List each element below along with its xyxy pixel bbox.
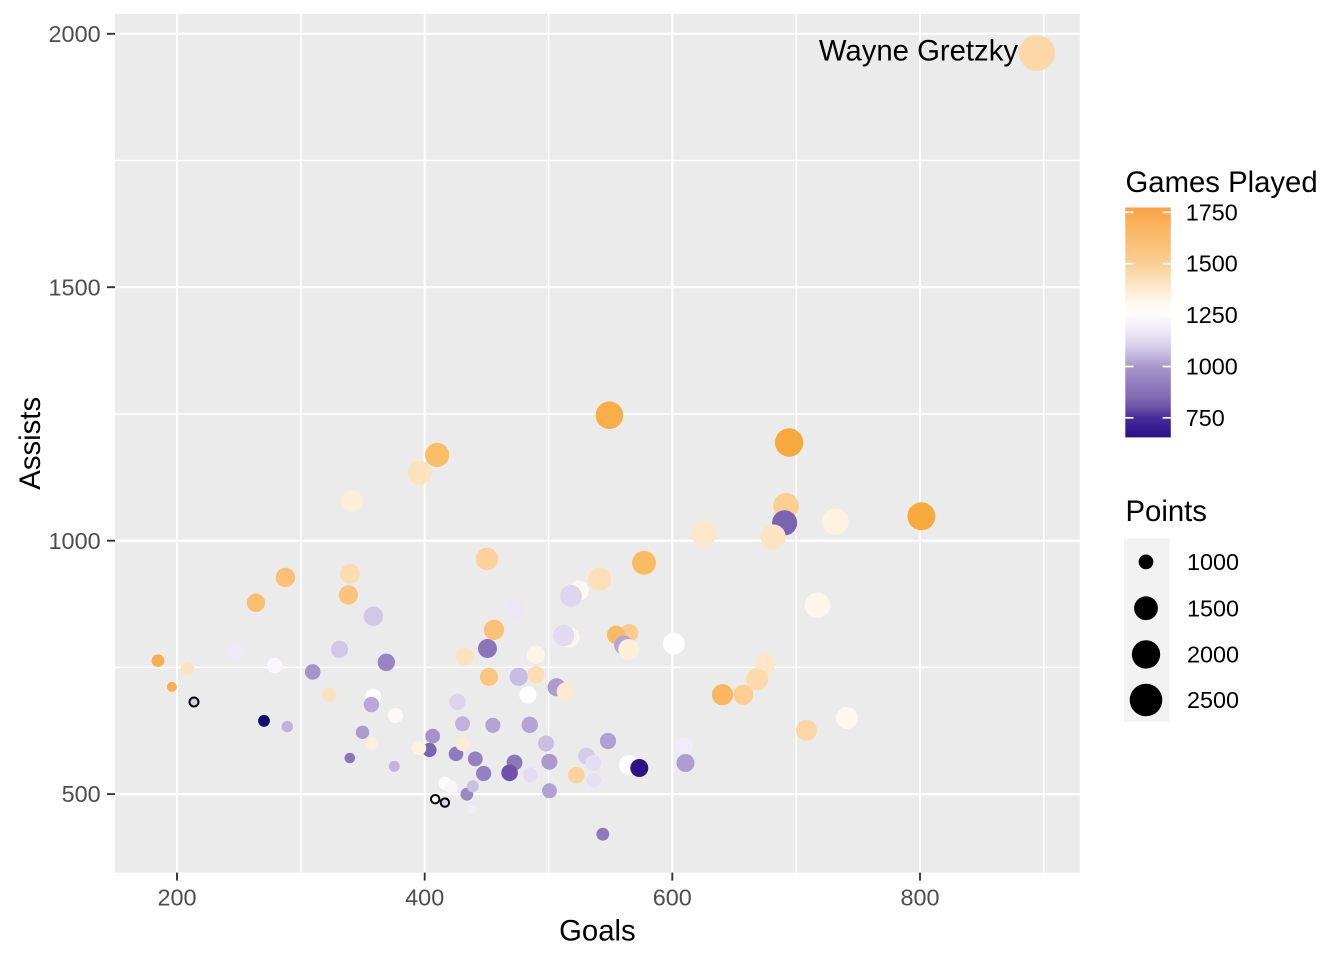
- svg-text:400: 400: [405, 885, 444, 911]
- svg-text:1750: 1750: [1186, 199, 1238, 225]
- svg-text:1500: 1500: [1187, 595, 1239, 621]
- svg-text:2000: 2000: [49, 21, 101, 47]
- svg-text:1250: 1250: [1186, 302, 1238, 328]
- svg-text:600: 600: [653, 885, 692, 911]
- svg-text:750: 750: [1186, 405, 1225, 431]
- svg-text:800: 800: [900, 885, 939, 911]
- svg-text:Games Played: Games Played: [1126, 166, 1318, 199]
- svg-text:2500: 2500: [1187, 687, 1239, 713]
- svg-text:1000: 1000: [1186, 354, 1238, 380]
- svg-text:Points: Points: [1126, 495, 1207, 528]
- svg-text:Assists: Assists: [14, 397, 47, 490]
- svg-text:1000: 1000: [1187, 549, 1239, 575]
- svg-text:1000: 1000: [49, 528, 101, 554]
- svg-text:2000: 2000: [1187, 642, 1239, 668]
- svg-text:Goals: Goals: [559, 915, 636, 948]
- svg-text:Wayne Gretzky: Wayne Gretzky: [819, 35, 1019, 68]
- svg-text:1500: 1500: [49, 274, 101, 300]
- svg-text:200: 200: [157, 885, 196, 911]
- svg-text:500: 500: [62, 781, 101, 807]
- svg-text:1500: 1500: [1186, 251, 1238, 277]
